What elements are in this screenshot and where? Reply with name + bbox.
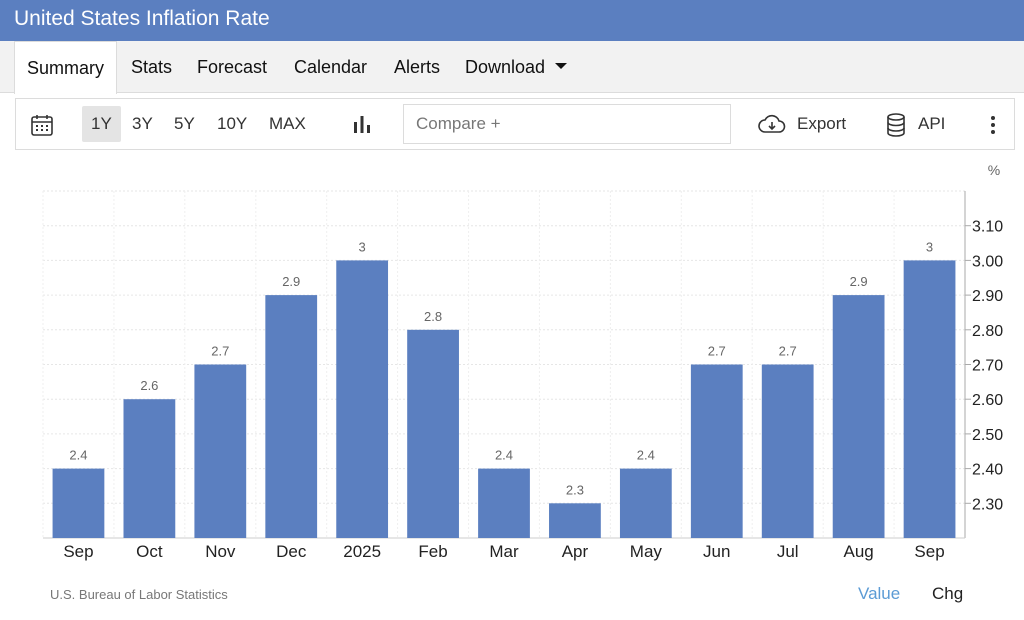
range-3y-button[interactable]: 3Y <box>132 114 153 133</box>
chart-toolbar: 1Y 3Y 5Y 10Y MAX Export API <box>15 98 1015 150</box>
y-tick-label: 2.40 <box>972 462 1003 479</box>
data-label: 2.7 <box>708 344 726 359</box>
x-tick-label: Feb <box>418 542 447 561</box>
export-button[interactable]: Export <box>797 114 847 133</box>
title-bar: United States Inflation Rate <box>0 0 1024 41</box>
api-button[interactable]: API <box>918 114 946 133</box>
chart-area: % 2.30 2.40 2.50 2.60 2.70 2.80 2.90 3.00 3.10 2.4… <box>0 155 1024 565</box>
data-label: 2.7 <box>211 344 229 359</box>
tab-calendar[interactable]: Calendar <box>294 57 368 77</box>
tabs-bar: Summary Stats Forecast Calendar Alerts D… <box>0 41 1024 94</box>
data-label: 3 <box>926 239 933 254</box>
y-tick-label: 2.30 <box>972 496 1003 513</box>
y-tick-label: 3.10 <box>972 219 1003 236</box>
data-label: 2.9 <box>850 274 868 289</box>
tab-forecast[interactable]: Forecast <box>197 57 268 77</box>
data-source: U.S. Bureau of Labor Statistics <box>50 587 228 602</box>
bar <box>407 329 459 538</box>
bar <box>123 399 176 538</box>
bar <box>194 364 247 538</box>
x-tick-label: 2025 <box>343 542 381 561</box>
range-5y-button[interactable]: 5Y <box>174 114 195 133</box>
tab-download-label: Download <box>465 57 546 77</box>
x-tick-label: Dec <box>276 542 307 561</box>
bar <box>336 260 389 538</box>
data-label: 2.4 <box>69 448 87 463</box>
unit-label: % <box>988 162 1000 178</box>
x-tick-label: Sep <box>914 542 944 561</box>
data-label: 2.7 <box>779 344 797 359</box>
bar <box>619 468 672 538</box>
y-tick-label: 2.90 <box>972 288 1003 305</box>
data-label: 2.4 <box>637 448 655 463</box>
x-tick-label: Sep <box>63 542 93 561</box>
database-icon[interactable] <box>885 112 907 138</box>
y-tick-label: 2.60 <box>972 392 1003 409</box>
x-tick-label: Mar <box>489 542 519 561</box>
chg-toggle[interactable]: Chg <box>932 584 964 603</box>
bar <box>478 468 530 538</box>
bar <box>265 295 318 538</box>
x-tick-label: Aug <box>843 542 873 561</box>
bar-chart-icon[interactable] <box>352 114 372 134</box>
x-tick-label: Nov <box>205 542 236 561</box>
tab-stats[interactable]: Stats <box>131 57 173 77</box>
bar <box>549 503 601 538</box>
y-tick-label: 2.50 <box>972 427 1003 444</box>
inflation-bar-chart: % 2.30 2.40 2.50 2.60 2.70 2.80 2.90 3.00 3.10 2.4… <box>42 162 1003 561</box>
x-tick-label: Apr <box>562 542 589 561</box>
bar <box>832 295 885 538</box>
value-toggle[interactable]: Value <box>858 584 901 603</box>
data-label: 3 <box>359 239 366 254</box>
tab-summary[interactable]: Summary <box>14 41 118 94</box>
caret-down-icon <box>555 63 568 70</box>
bar <box>690 364 743 538</box>
data-label: 2.8 <box>424 309 442 324</box>
y-tick-label: 3.00 <box>972 253 1003 270</box>
data-label: 2.4 <box>495 448 513 463</box>
compare-input[interactable] <box>403 104 731 144</box>
calendar-icon[interactable] <box>30 113 54 137</box>
y-tick-label: 2.80 <box>972 323 1003 340</box>
x-tick-label: Jul <box>777 542 799 561</box>
bar <box>761 364 814 538</box>
page-title: United States Inflation Rate <box>14 7 270 30</box>
x-tick-label: May <box>630 542 663 561</box>
x-tick-label: Oct <box>136 542 163 561</box>
data-label: 2.3 <box>566 482 584 497</box>
bar <box>903 260 956 538</box>
bar <box>52 468 105 538</box>
data-label: 2.6 <box>140 378 158 393</box>
range-1y-button[interactable]: 1Y <box>82 106 121 142</box>
x-tick-label: Jun <box>703 542 730 561</box>
range-10y-button[interactable]: 10Y <box>217 114 248 133</box>
tab-download[interactable]: Download <box>465 41 568 93</box>
cloud-download-icon[interactable] <box>757 113 787 137</box>
tab-alerts[interactable]: Alerts <box>394 57 441 77</box>
y-tick-label: 2.70 <box>972 358 1003 375</box>
data-label: 2.9 <box>282 274 300 289</box>
range-max-button[interactable]: MAX <box>269 114 306 133</box>
more-vertical-icon[interactable] <box>986 114 1000 136</box>
